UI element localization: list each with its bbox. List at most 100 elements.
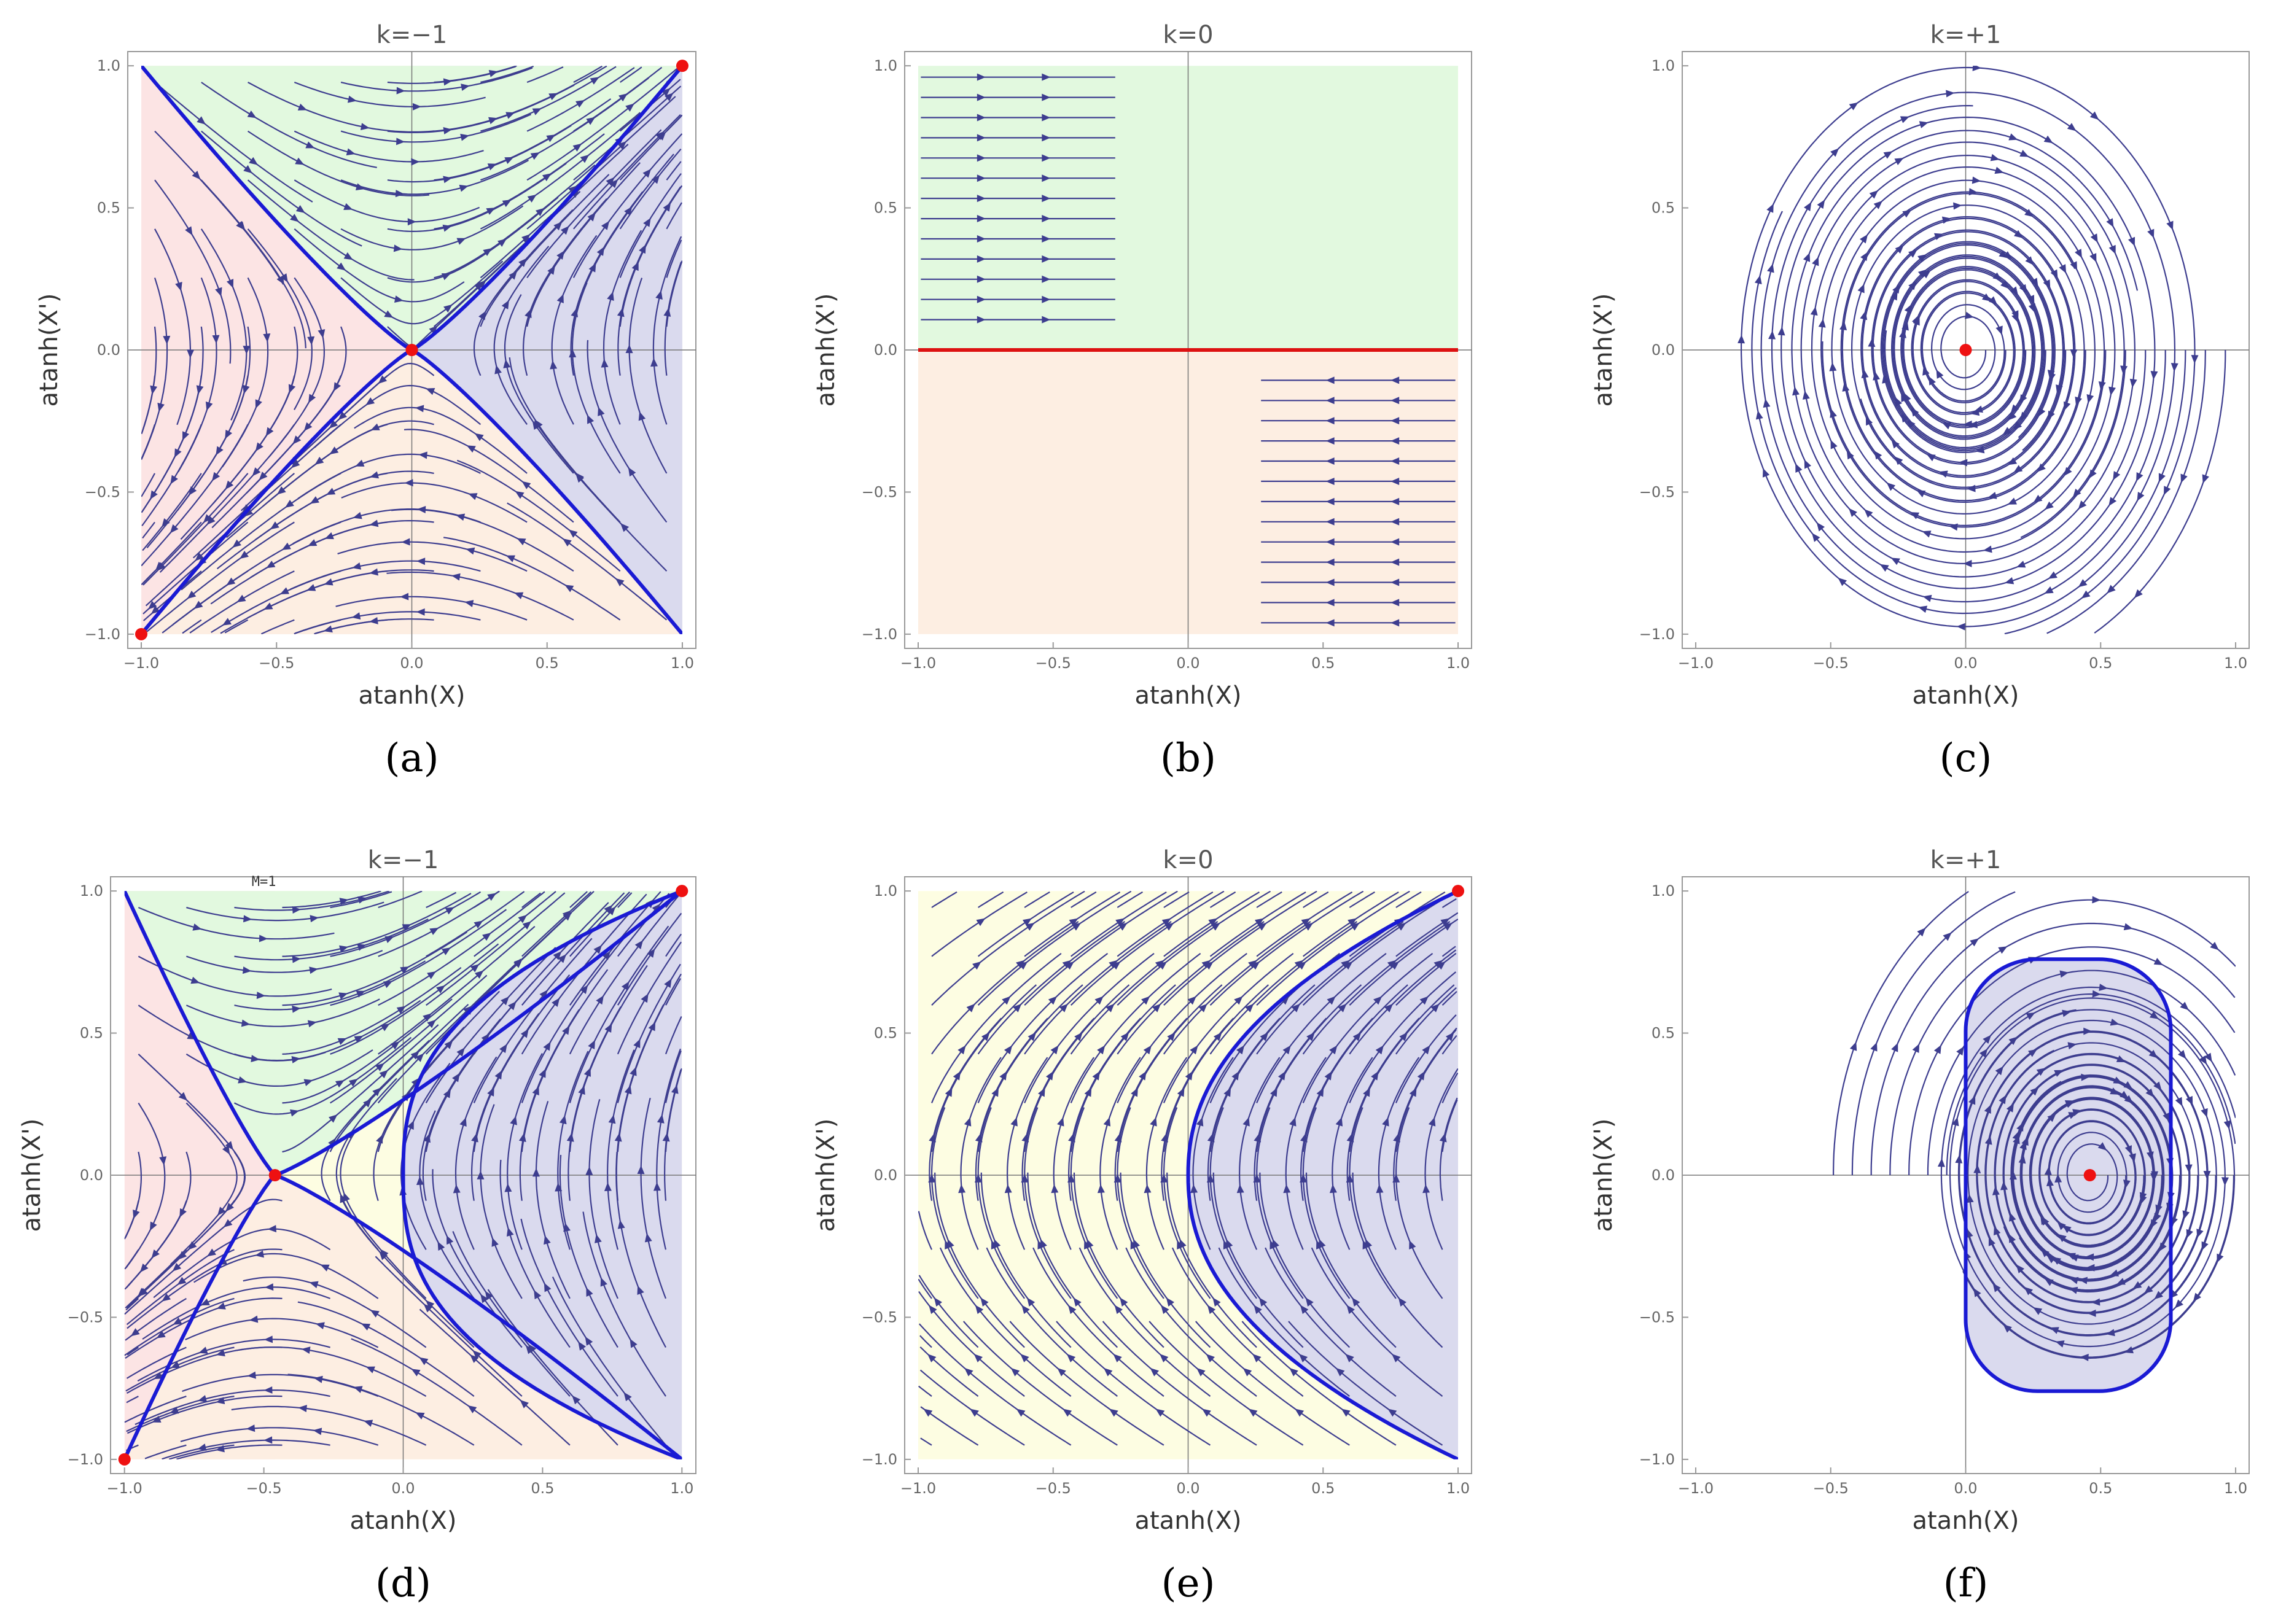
stream-arrow [1918,605,1928,613]
streamline-2 [1872,231,2064,464]
stream-arrow [1042,316,1051,324]
stream-arrow [2110,1018,2120,1026]
stream-arrow [416,1176,424,1185]
stream-arrow [966,1003,975,1012]
stream-arrow [2044,586,2054,594]
streamline-54 [246,326,347,494]
stream-arrow [539,1068,546,1078]
stream-arrow [1975,446,1985,454]
stream-arrow [2147,228,2155,238]
stream-arrow [648,1022,656,1032]
stream-arrow [426,387,435,395]
stream-arrow [1305,1297,1314,1307]
stream-arrow [1982,293,1991,301]
stream-arrow [1963,559,1972,567]
stream-arrow [1901,413,1909,423]
streamline-31 [222,277,269,468]
stream-arrow [2116,1278,2126,1285]
stream-arrow [1860,234,1868,244]
stream-arrow [238,1076,248,1084]
stream-arrow [945,1087,953,1097]
panel-title: k=0 [1163,846,1213,874]
stream-arrow [474,282,483,291]
stream-arrow [1873,200,1883,209]
stream-arrow [2050,269,2058,279]
stream-arrow [295,157,305,165]
stream-arrow [506,1227,514,1237]
stream-arrow [1804,459,1812,469]
stream-arrow [1072,922,1082,931]
stream-arrow [2009,1212,2016,1222]
stream-arrow [2158,473,2166,483]
streamline-67 [377,958,521,1104]
streamline-90 [473,974,571,1152]
streamline-0 [1884,257,2043,449]
separatrices [1964,957,2173,1393]
streamline-8 [1946,993,2236,1175]
stream-arrow [1992,272,2002,281]
stream-arrow [644,1233,652,1243]
streamline-138 [1441,1099,1458,1152]
fixed-point-2 [676,60,688,72]
stream-arrow [977,275,986,283]
stream-arrow [515,491,525,499]
streamline-4 [918,1211,933,1250]
streamline-136 [1424,1068,1459,1250]
stream-arrow [2085,1253,2094,1261]
stream-arrow [2087,1309,2096,1317]
stream-arrow [295,205,305,213]
fixed-point-0 [2083,1169,2096,1181]
streamline-109 [452,1230,571,1397]
stream-arrow [1327,996,1336,1005]
stream-arrow [1208,918,1218,927]
stream-arrow [2149,1011,2159,1019]
stream-arrow [212,335,220,344]
stream-arrow [1325,376,1335,384]
panel-d: −1.0 −0.5 0.0 0.5 1.0 −1.0 −0.5 0.0 0.5 1.0 k=−1 at… [18,846,696,1606]
stream-arrow [2024,1286,2034,1296]
stream-arrow [2107,585,2116,594]
stream-arrow [2081,590,2091,599]
stream-arrow [1860,311,1868,321]
streamline-109 [1218,1247,1350,1397]
streamline-130 [617,893,670,957]
x-axis-label: atanh(X) [349,1507,456,1535]
stream-arrow [372,1087,381,1097]
stream-arrow [1838,577,1847,586]
streamline-122 [1305,1172,1397,1348]
stream-arrow [2000,280,2010,289]
stream-arrow [2038,408,2046,418]
streamline-35 [1024,891,1050,908]
x-tick-label: 0.5 [2089,1480,2112,1497]
stream-arrow [1245,1003,1254,1012]
y-tick-label: −1.0 [85,626,120,643]
streamline-85 [297,1301,475,1397]
stream-arrow [586,117,596,125]
streamline-83 [434,66,517,84]
stream-arrow [307,336,315,346]
stream-arrow [195,552,204,561]
stream-arrow [468,493,478,500]
streamline-92 [480,112,641,230]
stream-arrow [236,221,246,231]
stream-arrow [958,1184,966,1194]
streamline-20 [200,228,248,421]
streamline-134 [615,1152,666,1348]
streamline-95 [1256,891,1282,908]
streamline-68 [378,925,536,1055]
stream-arrow [588,263,596,273]
panel-b: −1.0 −0.5 0.0 0.5 1.0 −1.0 −0.5 0.0 0.5 1.0 k=0 ata… [812,21,1472,781]
streamline-124 [606,1049,635,1250]
streamline-83 [1209,891,1236,908]
stream-arrow [562,910,572,919]
separatrices [1186,891,1459,1459]
stream-arrow [2027,295,2035,305]
stream-arrow [1010,1117,1018,1127]
stream-arrow [2150,371,2158,380]
streamline-63 [1117,1107,1164,1299]
stream-arrow [1325,457,1335,465]
stream-arrow [617,1219,625,1229]
streamline-100 [1285,1057,1327,1250]
stream-arrow [2089,469,2097,479]
stream-arrow [508,1001,517,1011]
